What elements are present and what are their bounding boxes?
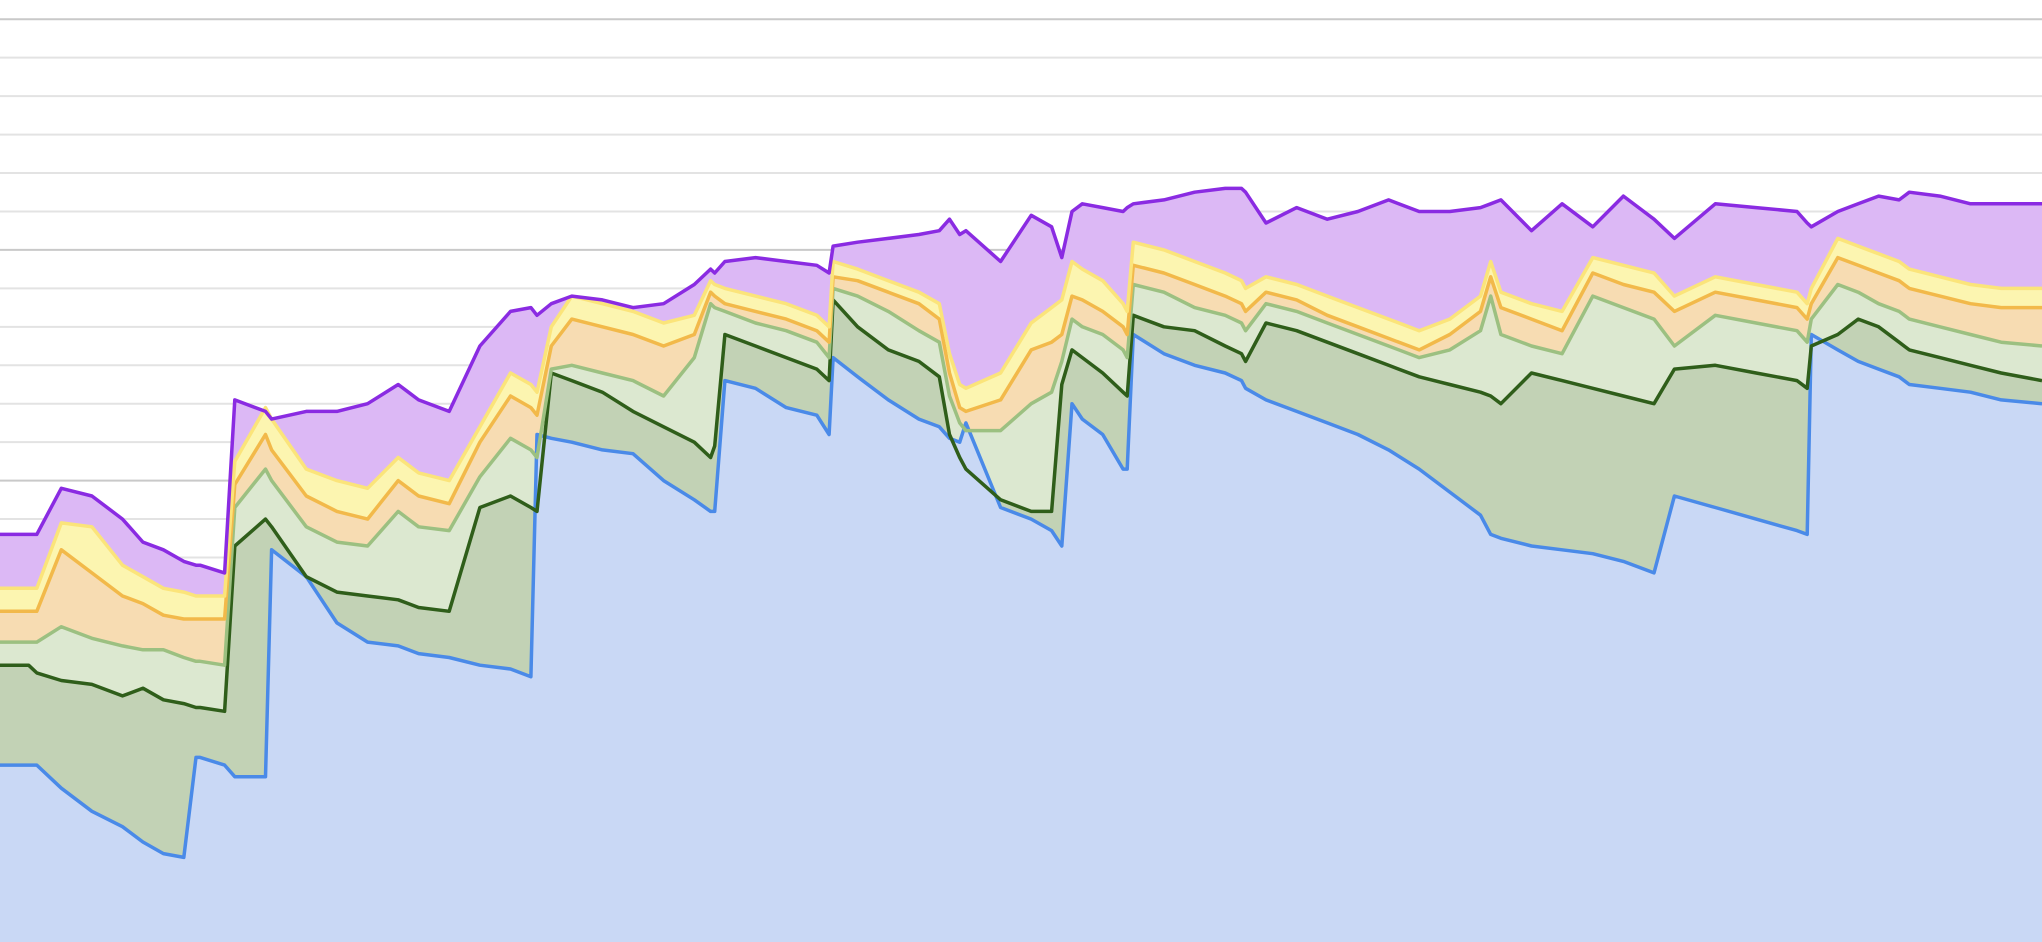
series-line-1: [0, 332, 2042, 860]
series-line-5: [0, 236, 2042, 598]
series-area-1: [0, 334, 2042, 942]
series-lines: [0, 186, 2042, 860]
series-line-4: [0, 255, 2042, 621]
series-areas: [0, 188, 2042, 942]
series-line-2: [0, 298, 2042, 714]
series-line-3: [0, 282, 2042, 667]
series-line-6: [0, 186, 2042, 575]
